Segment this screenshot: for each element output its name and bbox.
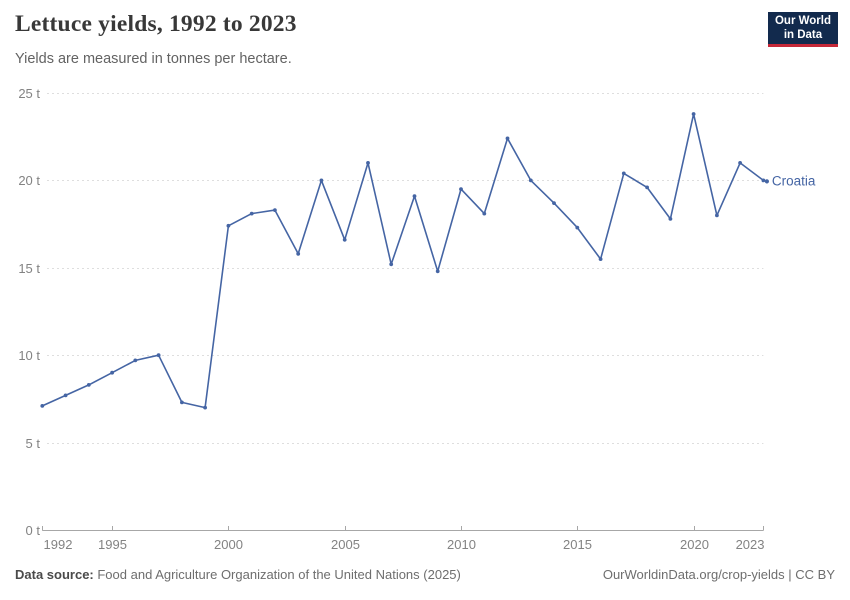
series-end-marker xyxy=(764,179,770,184)
data-point[interactable] xyxy=(342,237,347,242)
y-axis-tick-label: 25 t xyxy=(18,86,40,101)
data-point[interactable] xyxy=(180,400,184,405)
data-point[interactable] xyxy=(738,161,742,165)
owid-logo-line1: Our World xyxy=(774,15,831,27)
x-axis-tick-label: 2010 xyxy=(447,537,476,552)
y-axis-tick-label: 20 t xyxy=(18,173,40,188)
data-point[interactable] xyxy=(133,358,138,363)
data-point[interactable] xyxy=(528,178,533,183)
data-point[interactable] xyxy=(203,405,208,410)
y-axis-tick-label: 5 t xyxy=(26,436,41,451)
data-source-text: Data source: Food and Agriculture Organi… xyxy=(15,567,461,582)
data-point[interactable] xyxy=(482,211,487,216)
data-point[interactable] xyxy=(273,208,277,213)
data-point[interactable] xyxy=(691,112,696,116)
x-axis-tick-label: 2000 xyxy=(214,537,243,552)
data-point[interactable] xyxy=(668,217,673,221)
data-point[interactable] xyxy=(86,383,91,387)
chart-subtitle: Yields are measured in tonnes per hectar… xyxy=(15,51,292,67)
data-source-label: Data source: xyxy=(15,567,94,582)
x-axis-tick-label: 1995 xyxy=(98,537,127,552)
data-point[interactable] xyxy=(715,213,719,218)
data-point[interactable] xyxy=(110,370,114,375)
series-line-croatia[interactable] xyxy=(41,113,765,409)
x-axis-tick-label: 2023 xyxy=(736,537,765,552)
data-point[interactable] xyxy=(621,171,626,176)
data-point[interactable] xyxy=(575,225,580,230)
page-title: Lettuce yields, 1992 to 2023 xyxy=(15,11,297,37)
data-point[interactable] xyxy=(366,161,370,165)
x-axis-tick-label: 1992 xyxy=(44,537,73,552)
data-point[interactable] xyxy=(389,262,394,267)
data-point[interactable] xyxy=(598,257,603,261)
owid-logo-line2: in Data xyxy=(783,28,823,41)
y-axis-tick-label: 15 t xyxy=(18,261,40,276)
data-point[interactable] xyxy=(552,201,556,206)
y-axis-tick-label: 10 t xyxy=(18,348,40,363)
data-point[interactable] xyxy=(249,211,254,216)
data-point[interactable] xyxy=(505,136,510,141)
data-point[interactable] xyxy=(412,194,417,199)
owid-logo[interactable]: Our World in Data xyxy=(767,12,838,47)
data-point[interactable] xyxy=(435,269,440,274)
chart-footer: Data source: Food and Agriculture Organi… xyxy=(15,567,835,582)
data-point[interactable] xyxy=(63,393,68,398)
data-point[interactable] xyxy=(296,251,301,256)
data-point[interactable] xyxy=(459,187,463,192)
data-point[interactable] xyxy=(40,404,45,408)
data-point[interactable] xyxy=(226,223,231,228)
x-axis-tick-label: 2005 xyxy=(331,537,360,552)
credit-link[interactable]: OurWorldinData.org/crop-yields | CC BY xyxy=(602,567,835,582)
entity-label[interactable]: Croatia xyxy=(772,173,816,188)
x-axis-tick-label: 2015 xyxy=(563,537,592,552)
y-axis-tick-label: 0 t xyxy=(26,523,41,538)
data-point[interactable] xyxy=(645,185,649,190)
x-axis-tick-label: 2020 xyxy=(680,537,709,552)
data-point[interactable] xyxy=(319,178,324,183)
data-point[interactable] xyxy=(156,353,161,358)
data-point[interactable] xyxy=(761,178,766,183)
